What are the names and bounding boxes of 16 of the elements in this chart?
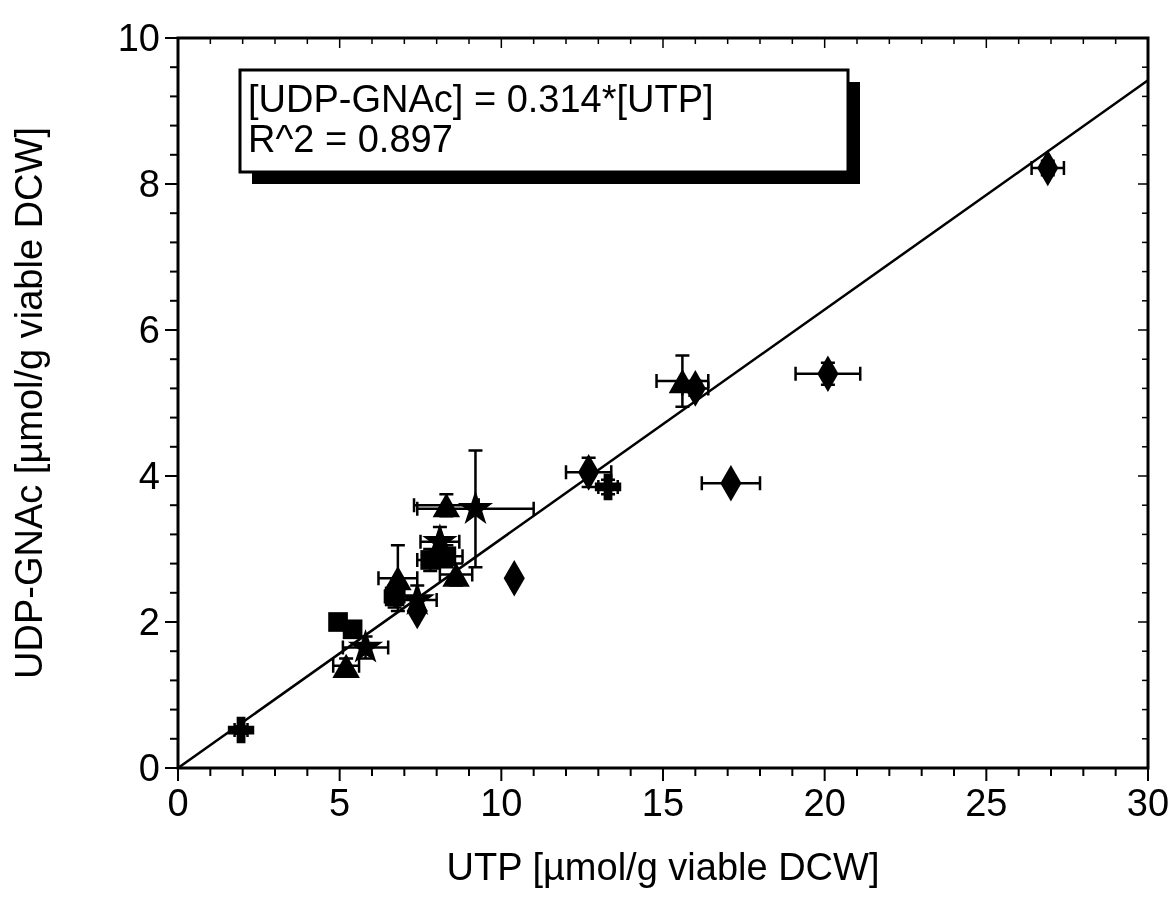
y-tick-label: 10 <box>117 17 160 59</box>
y-tick-label: 0 <box>138 747 160 789</box>
y-tick-label: 6 <box>138 309 160 351</box>
x-axis-title: UTP [µmol/g viable DCW] <box>446 846 880 888</box>
y-tick-label: 2 <box>138 601 160 643</box>
x-tick-label: 25 <box>965 782 1008 824</box>
x-tick-label: 30 <box>1126 782 1170 824</box>
x-tick-label: 20 <box>803 782 846 824</box>
x-tick-label: 15 <box>641 782 685 824</box>
x-tick-label: 5 <box>329 782 351 824</box>
y-tick-label: 8 <box>138 163 160 205</box>
y-tick-label: 4 <box>138 455 160 497</box>
x-tick-label: 0 <box>167 782 189 824</box>
annotation: [UDP-GNAc] = 0.314*[UTP] <box>248 78 714 120</box>
y-axis-title: UDP-GNAc [µmol/g viable DCW] <box>8 127 50 679</box>
x-tick-label: 10 <box>480 782 523 824</box>
